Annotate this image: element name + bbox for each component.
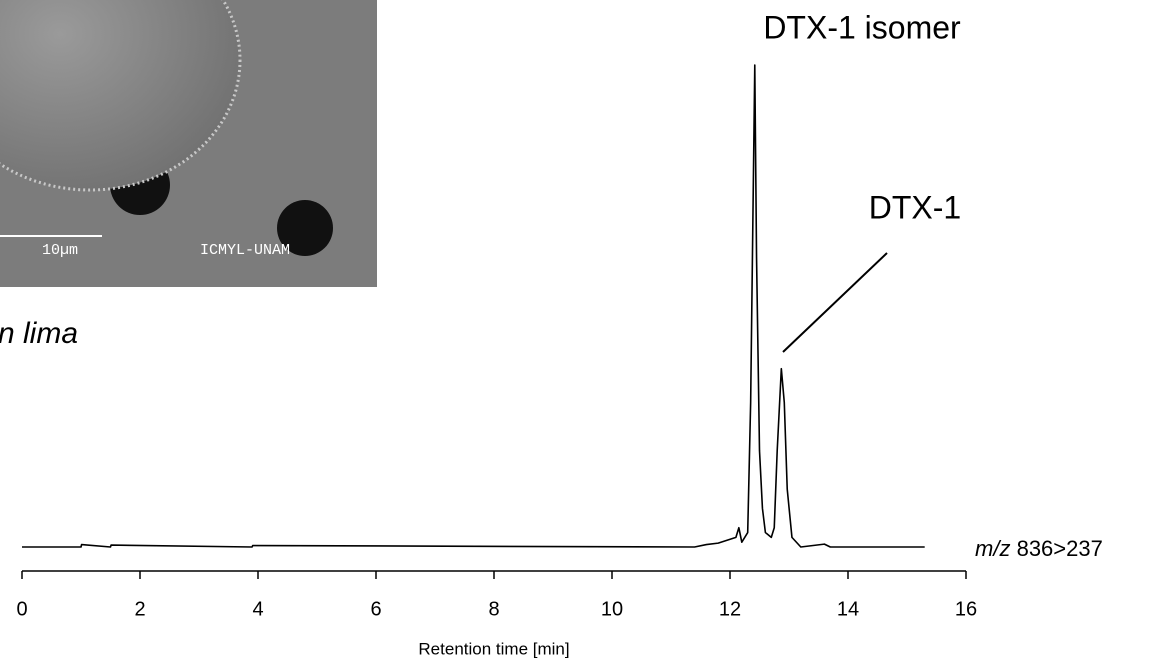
trace-label-text: 836>237 (1017, 536, 1103, 561)
scale-label: 10µm (42, 242, 78, 259)
x-tick-label: 0 (16, 598, 27, 620)
x-tick-label: 12 (719, 598, 741, 620)
x-tick-label: 14 (837, 598, 859, 620)
x-tick-label: 10 (601, 598, 623, 620)
sem-image: 10µm ICMYL-UNAM (0, 0, 377, 287)
annotation: DTX-1 isomer (763, 9, 961, 45)
x-tick-label: 4 (252, 598, 263, 620)
caption: n lima (0, 317, 78, 350)
trace (22, 64, 925, 548)
trace-label-prefix: m/z (975, 536, 1010, 561)
x-tick-label: 16 (955, 598, 977, 620)
x-tick-label: 8 (488, 598, 499, 620)
annotation: DTX-1 (869, 189, 961, 225)
x-axis-title: Retention time [min] (418, 639, 569, 658)
trace-label: m/z 836>237 (975, 536, 1103, 561)
leader-line (782, 252, 888, 353)
image-credit: ICMYL-UNAM (200, 242, 290, 259)
x-tick-label: 6 (370, 598, 381, 620)
x-tick-label: 2 (134, 598, 145, 620)
